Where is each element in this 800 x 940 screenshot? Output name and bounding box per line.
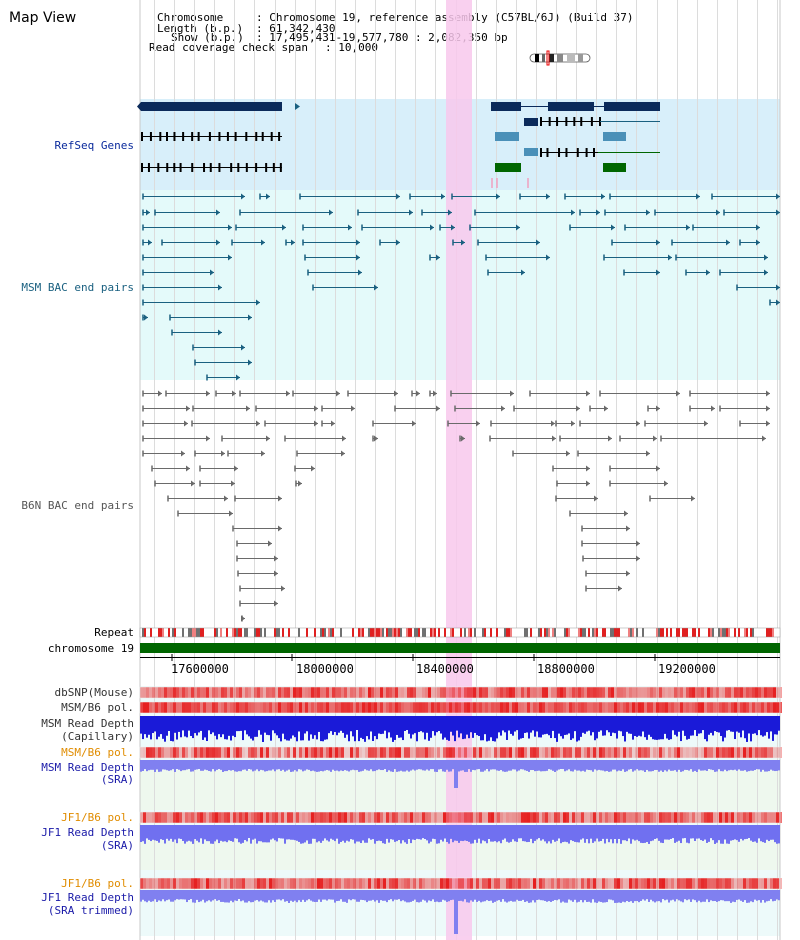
gene-block <box>603 163 626 172</box>
track-label-msm-bac[interactable]: MSM BAC end pairs <box>21 281 134 294</box>
gene-block <box>524 118 538 126</box>
dbsnp-heatmap <box>139 686 781 699</box>
msm-depth-capillary <box>140 716 780 717</box>
gene-block <box>495 132 519 141</box>
track-label-msm-b6-pol-1[interactable]: MSM/B6 pol. <box>61 701 134 714</box>
length-label: Length (b.p.) <box>157 22 244 35</box>
track-label-jf1-depth-sra-sub: (SRA) <box>100 839 134 852</box>
axis-tick-label: 18400000 <box>416 662 474 676</box>
span-label: Read coverage check span <box>149 41 308 54</box>
jf1-depth-sra <box>140 825 780 826</box>
gene-block <box>495 163 521 172</box>
track-label-msm-depth-sra-sub: (SRA) <box>100 773 134 786</box>
jf1-b6-pol-heatmap <box>139 811 781 824</box>
track-label-msm-depth-cap[interactable]: MSM Read Depth <box>41 717 134 730</box>
track-label-jf1-depth-sra[interactable]: JF1 Read Depth <box>41 826 134 839</box>
track-label-dbsnp[interactable]: dbSNP(Mouse) <box>54 686 134 699</box>
track-label-msm-b6-pol-2[interactable]: MSM/B6 pol. <box>61 746 134 759</box>
axis-tick-label: 18800000 <box>537 662 595 676</box>
track-label-repeat[interactable]: Repeat <box>94 626 134 639</box>
msm-b6-pol-heatmap <box>139 701 781 714</box>
repeat-track <box>139 627 781 638</box>
track-label-jf1-b6-pol-2[interactable]: JF1/B6 pol. <box>61 877 134 890</box>
track-label-msm-depth-cap-sub: (Capillary) <box>61 730 134 743</box>
axis-tick-label: 17600000 <box>171 662 229 676</box>
track-label-chromosome: chromosome 19 <box>47 642 134 655</box>
track-label-refseq[interactable]: RefSeq Genes <box>54 139 134 152</box>
track-label-b6n-bac[interactable]: B6N BAC end pairs <box>21 499 134 512</box>
gene-block <box>603 132 626 141</box>
track-label-msm-depth-sra[interactable]: MSM Read Depth <box>41 761 134 774</box>
span-value: : 10,000 <box>325 41 378 54</box>
page-title: Map View <box>9 10 77 26</box>
chromosome-ideogram[interactable] <box>527 50 597 66</box>
track-label-jf1-depth-trim-sub: (SRA trimmed) <box>47 904 134 917</box>
show-label: Show (b.p.) <box>171 31 244 44</box>
chromosome-bar <box>140 643 780 653</box>
gene-block <box>491 102 521 111</box>
axis-tick-label: 19200000 <box>658 662 716 676</box>
track-label-jf1-b6-pol-1[interactable]: JF1/B6 pol. <box>61 811 134 824</box>
track-label-jf1-depth-trim[interactable]: JF1 Read Depth <box>41 891 134 904</box>
gene-block <box>141 102 282 111</box>
axis-tick-label: 18000000 <box>296 662 354 676</box>
jf1-depth-trimmed <box>140 890 780 891</box>
selection-highlight <box>446 0 472 940</box>
msm-b6-pol-2-heatmap <box>139 746 781 759</box>
chromosome-label: Chromosome <box>157 11 224 24</box>
length-value: : 61,342,430 <box>256 22 336 35</box>
gene-block <box>524 148 538 156</box>
jf1-b6-pol-2-heatmap <box>139 877 781 890</box>
msm-depth-sra <box>140 760 780 761</box>
gene-block <box>604 102 660 111</box>
